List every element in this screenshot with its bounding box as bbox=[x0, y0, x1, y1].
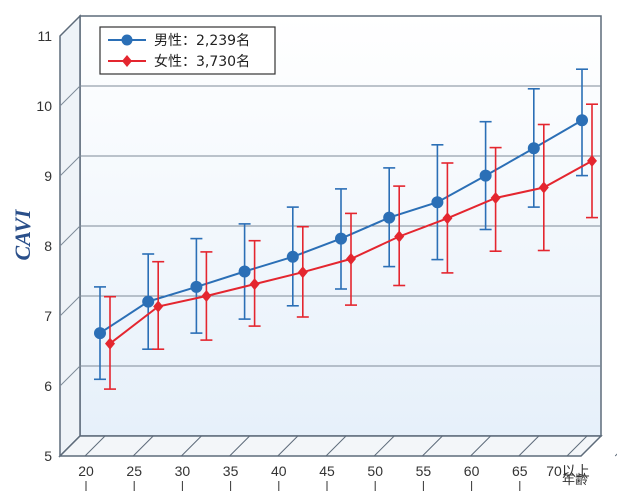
y-axis-label: CAVI bbox=[10, 208, 35, 260]
x-tick-label-top: 25 bbox=[126, 463, 142, 479]
data-point bbox=[249, 278, 260, 291]
grid-line-side bbox=[59, 365, 81, 387]
x-tick-label-top: 50 bbox=[367, 463, 383, 479]
data-point bbox=[346, 252, 356, 265]
y-tick-label: 11 bbox=[37, 28, 52, 44]
data-point bbox=[538, 181, 549, 194]
legend-marker bbox=[122, 55, 132, 67]
data-point bbox=[142, 295, 155, 308]
grid-line-side bbox=[59, 295, 81, 317]
x-tick bbox=[132, 435, 154, 457]
x-tick bbox=[181, 435, 202, 457]
x-tick bbox=[566, 435, 588, 457]
y-tick-label: 7 bbox=[44, 308, 52, 324]
x-tick bbox=[229, 435, 250, 457]
data-point bbox=[490, 192, 501, 204]
y-tick-label: 5 bbox=[44, 448, 52, 464]
legend-label: 男性：2,239名 bbox=[154, 33, 250, 49]
y-tick-label: 10 bbox=[36, 98, 52, 114]
data-point bbox=[335, 232, 347, 245]
x-tick bbox=[325, 435, 347, 457]
grid-line-side bbox=[59, 85, 81, 107]
data-point bbox=[479, 169, 492, 182]
data-point bbox=[238, 265, 251, 278]
data-point bbox=[383, 211, 396, 224]
x-tick-label-top: 60 bbox=[464, 463, 480, 479]
plot-floor bbox=[58, 435, 603, 457]
x-tick-label-top: 35 bbox=[223, 463, 239, 479]
grid-line-side bbox=[59, 155, 81, 177]
x-tick bbox=[422, 435, 443, 457]
y-tick-label: 8 bbox=[44, 238, 52, 254]
x-tick-label-top: 65 bbox=[512, 463, 528, 479]
data-point bbox=[527, 142, 540, 155]
x-tick-label-top: 45 bbox=[319, 463, 335, 479]
data-point bbox=[431, 196, 444, 209]
x-axis-label: 年齢 bbox=[562, 473, 588, 488]
x-tick-label-top: 30 bbox=[175, 463, 191, 479]
x-tick bbox=[518, 435, 540, 457]
data-point bbox=[442, 212, 453, 225]
x-tick-label-top: 40 bbox=[271, 463, 287, 479]
series-0 bbox=[94, 68, 588, 381]
x-tick bbox=[84, 435, 106, 457]
x-tick-label-top: 70以上 bbox=[546, 463, 590, 479]
data-point bbox=[190, 280, 203, 293]
data-point bbox=[394, 230, 405, 243]
legend-marker bbox=[121, 34, 133, 46]
x-tick-label-top: 20 bbox=[78, 463, 94, 479]
x-tick bbox=[470, 435, 491, 457]
x-tick bbox=[373, 435, 395, 457]
data-point bbox=[105, 337, 115, 350]
legend bbox=[99, 26, 276, 75]
data-point bbox=[297, 266, 308, 279]
x-tick bbox=[277, 435, 299, 457]
data-point bbox=[153, 300, 164, 313]
y-tick-label: 6 bbox=[44, 378, 52, 394]
series-1 bbox=[104, 103, 598, 390]
y-tick-label: 9 bbox=[44, 168, 52, 184]
data-point bbox=[286, 250, 299, 263]
data-point bbox=[576, 114, 588, 127]
data-point bbox=[587, 154, 597, 167]
x-tick-label-top: 55 bbox=[416, 463, 432, 479]
data-point bbox=[94, 327, 106, 340]
data-point bbox=[201, 290, 212, 302]
legend-label: 女性：3,730名 bbox=[154, 53, 250, 70]
grid-line-side bbox=[59, 225, 81, 247]
